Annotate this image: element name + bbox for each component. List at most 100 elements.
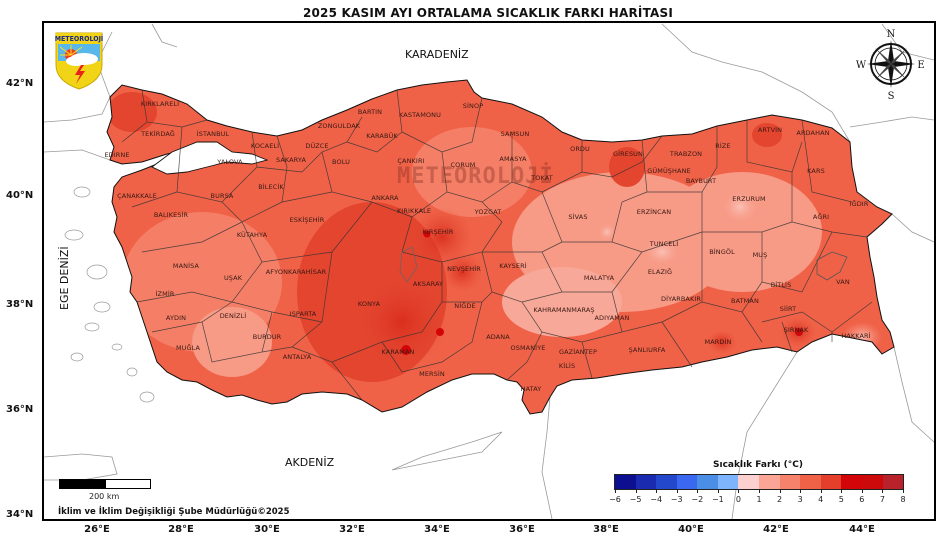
- map-frame[interactable]: [42, 21, 936, 521]
- province-label: BARTIN: [357, 108, 383, 116]
- province-label: AYDIN: [165, 314, 187, 322]
- colorbar-tick-label: 6: [859, 495, 865, 504]
- colorbar-tick-label: −4: [650, 495, 663, 504]
- province-label: BATMAN: [731, 297, 759, 305]
- colorbar-segment: [615, 475, 636, 489]
- province-label: KARABÜK: [366, 132, 398, 140]
- province-label: MARDİN: [704, 338, 732, 346]
- colorbar-tick: [882, 489, 884, 493]
- colorbar-tick: [759, 489, 760, 493]
- province-label: DENİZLİ: [219, 312, 247, 320]
- colorbar: [614, 474, 904, 490]
- compass-n: N: [887, 29, 896, 40]
- colorbar-tick-label: 0: [735, 495, 741, 504]
- compass-rose: N S W E: [855, 28, 927, 102]
- province-label: BALIKESİR: [153, 211, 189, 219]
- compass-e: E: [917, 60, 924, 71]
- lon-label-42: 42°E: [763, 524, 789, 535]
- province-borders: [121, 89, 873, 401]
- lat-label-38: 38°N: [6, 299, 34, 310]
- province-label: AFYONKARAHİSAR: [265, 268, 327, 276]
- province-label: DİYARBAKIR: [661, 295, 701, 303]
- province-label: KİLİS: [558, 362, 576, 370]
- colorbar-tick: [697, 489, 699, 493]
- colorbar-segment: [800, 475, 821, 489]
- lat-label-34: 34°N: [6, 509, 34, 520]
- province-label: ORDU: [570, 145, 590, 153]
- sea-label-ege: EGE DENİZİ: [58, 246, 71, 310]
- turkey-map-svg: [44, 23, 934, 519]
- aegean-islands: [64, 186, 155, 403]
- province-label: KIRIKKALE: [396, 207, 432, 215]
- lat-label-40: 40°N: [6, 190, 34, 201]
- colorbar-segment: [841, 475, 862, 489]
- colorbar-tick-label: 7: [879, 495, 885, 504]
- lon-label-28: 28°E: [168, 524, 194, 535]
- lon-label-36: 36°E: [509, 524, 535, 535]
- province-label: AĞRI: [812, 213, 830, 221]
- province-label: MUĞLA: [175, 344, 201, 352]
- colorbar-segment: [656, 475, 677, 489]
- province-label: ANTALYA: [282, 353, 312, 361]
- colorbar-tick: [676, 489, 678, 493]
- province-label: KASTAMONU: [399, 111, 441, 119]
- province-label: NİĞDE: [454, 302, 476, 310]
- legend-title: Sıcaklık Farkı (°C): [713, 460, 803, 470]
- scale-bar: [59, 479, 151, 489]
- colorbar-tick: [779, 489, 781, 493]
- province-label: AMASYA: [499, 155, 527, 163]
- province-label: SİVAS: [568, 213, 588, 221]
- province-label: BOLU: [332, 158, 350, 166]
- logo-text: METEOROLOJİ: [55, 34, 104, 43]
- province-label: GÜMÜŞHANE: [647, 167, 691, 175]
- province-label: ÇANKIRI: [397, 157, 425, 165]
- colorbar-tick: [903, 489, 904, 493]
- province-label: ERZİNCAN: [636, 208, 672, 216]
- turkey-outline: [106, 79, 895, 415]
- sea-label-akdeniz: AKDENİZ: [285, 456, 335, 469]
- colorbar-segment: [861, 475, 883, 489]
- province-label: İSTANBUL: [196, 130, 230, 138]
- lat-label-42: 42°N: [6, 78, 34, 89]
- sea-label-karadeniz: KARADENİZ: [405, 48, 469, 61]
- province-label: KARAMAN: [381, 348, 415, 356]
- province-label: VAN: [836, 278, 850, 286]
- province-label: KAHRAMANMARAŞ: [533, 306, 595, 314]
- province-label: MUŞ: [752, 251, 768, 259]
- province-label: MANİSA: [172, 262, 200, 270]
- colorbar-tick-label: 1: [756, 495, 762, 504]
- meteoroloji-logo: METEOROLOJİ: [54, 31, 104, 91]
- colorbar-segment: [738, 475, 760, 489]
- province-label: ŞIRNAK: [783, 326, 809, 334]
- colorbar-tick: [820, 489, 822, 493]
- map-title: 2025 KASIM AYI ORTALAMA SICAKLIK FARKI H…: [302, 6, 674, 20]
- lon-label-44: 44°E: [849, 524, 875, 535]
- province-label: TRABZON: [669, 150, 703, 158]
- province-label: BİNGÖL: [709, 248, 735, 256]
- temperature-field: [107, 80, 894, 414]
- marmara-sea: [151, 141, 269, 175]
- colorbar-tick: [738, 489, 740, 493]
- province-label: GİRESUN: [612, 150, 644, 158]
- colorbar-tick-label: −1: [711, 495, 724, 504]
- province-label: MALATYA: [583, 274, 615, 282]
- province-label: KÜTAHYA: [236, 231, 268, 239]
- province-label: ZONGULDAK: [317, 122, 361, 130]
- province-label: SİİRT: [779, 305, 797, 313]
- colorbar-segment: [717, 475, 739, 489]
- province-label: GAZİANTEP: [558, 348, 598, 356]
- colorbar-tick-label: 2: [777, 495, 783, 504]
- province-label: YOZGAT: [474, 208, 502, 216]
- province-label: BURSA: [210, 192, 234, 200]
- province-label: KONYA: [357, 300, 381, 308]
- province-label: TUNCELİ: [649, 240, 679, 248]
- lon-label-40: 40°E: [678, 524, 704, 535]
- province-label: BİTLİS: [770, 281, 792, 289]
- colorbar-tick-label: 4: [818, 495, 824, 504]
- province-label: AKSARAY: [412, 280, 444, 288]
- lon-label-26: 26°E: [84, 524, 110, 535]
- province-label: KAYSERİ: [499, 262, 527, 270]
- lake-van: [816, 251, 848, 281]
- colorbar-tick-label: −6: [609, 495, 621, 504]
- province-label: ISPARTA: [289, 310, 317, 318]
